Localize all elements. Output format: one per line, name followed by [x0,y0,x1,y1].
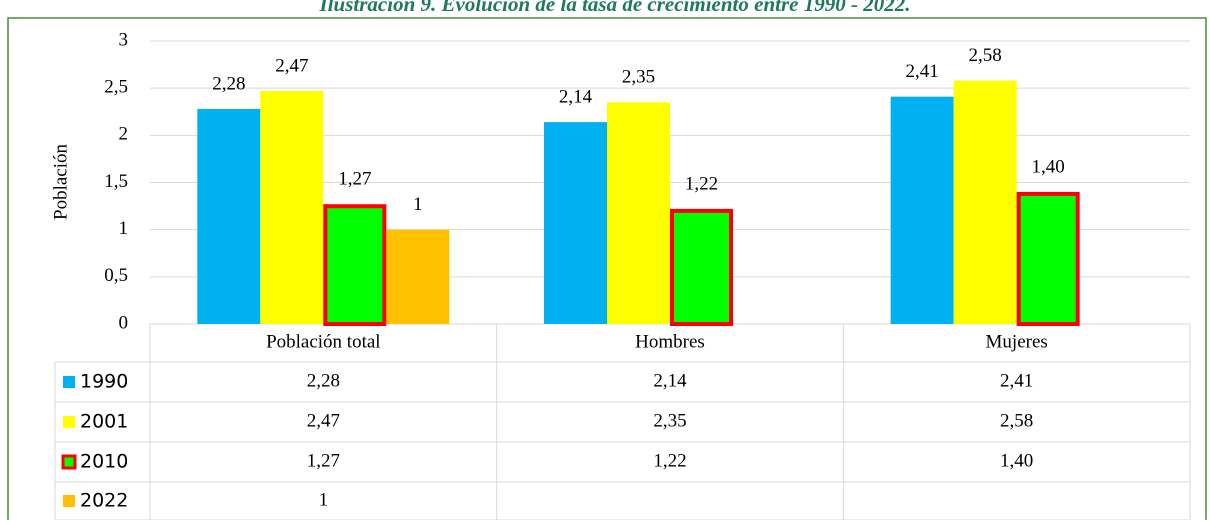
bar [607,102,670,324]
bar [544,122,607,324]
bar [953,80,1017,325]
table-cell: 2,41 [1000,370,1033,391]
x-tick-label: Población total [266,331,381,352]
data-label: 1,27 [338,169,371,190]
legend-key [63,376,75,388]
y-tick-label: 2,5 [104,77,128,98]
table-cell: 1 [319,489,329,510]
data-label: 1,40 [1032,156,1065,177]
table-cell: 2,28 [307,370,340,391]
table-cell: 2,35 [653,410,686,431]
data-label: 2,28 [212,73,245,94]
x-tick-label: Hombres [635,331,705,352]
legend-key [63,416,75,428]
y-tick-label: 1 [119,218,129,239]
table-cell: 1,22 [653,450,686,471]
legend-key [63,495,75,507]
legend-label: 2022 [80,490,128,512]
y-tick-label: 0,5 [104,265,128,286]
table-cell: 1,40 [1000,450,1033,471]
data-label: 2,47 [275,55,308,76]
table-cell: 2,14 [653,370,687,391]
y-tick-label: 0 [119,312,129,333]
data-label: 2,41 [906,61,939,82]
data-label: 1,22 [685,173,718,194]
data-label: 2,14 [559,86,593,107]
frame [7,17,1207,525]
y-tick-label: 3 [119,29,129,50]
table-cell: 2,58 [1000,410,1033,431]
y-tick-label: 1,5 [104,171,128,192]
data-label: 2,58 [969,45,1002,66]
bar [670,208,733,326]
legend-label: 1990 [80,371,128,393]
table-cell: 1,27 [307,450,340,471]
bar [890,96,954,324]
bar [260,90,324,324]
bar [386,229,450,324]
legend-key [61,454,77,470]
bar [323,204,387,327]
bar [1016,191,1080,326]
legend-label: 2001 [80,411,128,433]
y-axis-label: Población [50,144,71,220]
y-tick-label: 2 [119,124,129,145]
x-tick-label: Mujeres [986,331,1048,352]
bar [197,108,261,324]
chart-title: Ilustración 9. Evolución de la tasa de c… [319,0,911,16]
data-label: 1 [413,194,423,215]
table-cell: 2,47 [307,410,340,431]
legend-label: 2010 [80,451,128,473]
data-label: 2,35 [622,67,655,88]
